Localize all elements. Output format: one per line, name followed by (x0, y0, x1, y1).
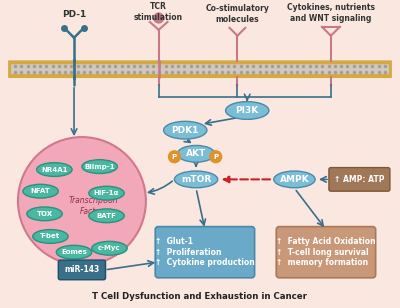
Text: P: P (172, 154, 177, 160)
FancyBboxPatch shape (329, 168, 390, 191)
Ellipse shape (37, 163, 72, 176)
Text: mTOR: mTOR (181, 175, 211, 184)
Text: NR4A1: NR4A1 (41, 167, 68, 172)
Ellipse shape (82, 160, 117, 173)
Text: TOX: TOX (36, 211, 52, 217)
FancyBboxPatch shape (11, 64, 389, 74)
FancyBboxPatch shape (58, 260, 106, 280)
Text: ↑  Fatty Acid Oxidation
↑  T-cell long survival
↑  memory formation: ↑ Fatty Acid Oxidation ↑ T-cell long sur… (276, 237, 376, 267)
Text: T Cell Dysfunction and Exhaustion in Cancer: T Cell Dysfunction and Exhaustion in Can… (92, 292, 308, 302)
Ellipse shape (89, 209, 124, 223)
Circle shape (18, 137, 146, 265)
Text: PDK1: PDK1 (172, 126, 199, 135)
Text: ↑ AMP: ATP: ↑ AMP: ATP (334, 175, 385, 184)
Text: Co-stimulatory
molecules: Co-stimulatory molecules (206, 4, 269, 24)
Text: P: P (213, 154, 218, 160)
Ellipse shape (23, 184, 58, 198)
Ellipse shape (164, 121, 207, 139)
FancyBboxPatch shape (155, 227, 255, 278)
Text: NFAT: NFAT (31, 188, 50, 194)
Ellipse shape (27, 207, 62, 221)
Text: TCR
stimulation: TCR stimulation (134, 2, 183, 22)
Ellipse shape (56, 245, 92, 259)
Circle shape (168, 151, 180, 163)
Ellipse shape (226, 102, 269, 120)
FancyBboxPatch shape (8, 60, 392, 78)
Text: Transcription
Factors: Transcription Factors (69, 196, 118, 216)
Text: BATF: BATF (96, 213, 116, 219)
FancyBboxPatch shape (276, 227, 376, 278)
Text: AKT: AKT (186, 149, 206, 158)
Ellipse shape (177, 145, 215, 162)
Ellipse shape (33, 229, 68, 243)
Ellipse shape (89, 186, 124, 200)
Text: PD-1: PD-1 (62, 10, 86, 18)
Text: c-Myc: c-Myc (98, 245, 121, 251)
Ellipse shape (92, 241, 127, 255)
Text: AMPK: AMPK (280, 175, 309, 184)
Circle shape (154, 13, 164, 23)
Text: Cytokines, nutrients
and WNT signaling: Cytokines, nutrients and WNT signaling (287, 3, 375, 23)
Circle shape (210, 151, 222, 163)
Text: miR-143: miR-143 (64, 265, 100, 274)
Ellipse shape (274, 171, 315, 188)
Ellipse shape (174, 171, 218, 188)
Text: Eomes: Eomes (61, 249, 87, 255)
Text: PI3K: PI3K (236, 106, 259, 115)
Text: HIF-1α: HIF-1α (94, 190, 119, 196)
Text: T-bet: T-bet (40, 233, 60, 239)
Text: ↑  Glut-1
↑  Proliferation
↑  Cytokine production: ↑ Glut-1 ↑ Proliferation ↑ Cytokine prod… (155, 237, 255, 267)
Text: Blimp-1: Blimp-1 (84, 164, 115, 170)
